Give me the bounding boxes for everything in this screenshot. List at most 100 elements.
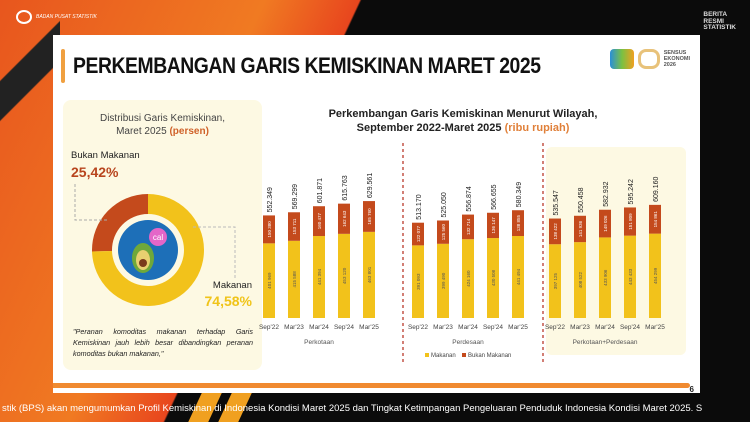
- makanan-value-label: 453 120: [342, 267, 347, 284]
- donut-slice-non-food: [92, 194, 148, 252]
- bar-makanan: [487, 238, 499, 318]
- title-unit: (persen): [169, 126, 209, 137]
- total-value-label: 552.349: [267, 187, 274, 212]
- makanan-value-label: 430 508: [491, 269, 496, 286]
- bukan-makanan-value-label: 151 809: [628, 213, 633, 230]
- slide: PERKEMBANGAN GARIS KEMISKINAN MARET 2025…: [53, 35, 700, 394]
- food-value: 74,58%: [204, 293, 252, 309]
- makanan-value-label: 441 394: [317, 268, 322, 285]
- legend-label: Makanan: [431, 353, 456, 359]
- sensus-line: EKONOMI: [663, 56, 690, 62]
- x-tick-label: Mar'24: [458, 324, 478, 331]
- total-value-label: 550.458: [578, 187, 585, 212]
- x-tick-label: Sep'24: [334, 324, 354, 331]
- bar-bukan-makanan: [412, 222, 424, 246]
- x-tick-label: Sep'22: [259, 324, 279, 331]
- bar-makanan: [624, 235, 636, 318]
- legend-label: Bukan Makanan: [468, 353, 511, 359]
- bar-bukan-makanan: [649, 204, 661, 234]
- news-ticker: stik (BPS) akan mengumumkan Profil Kemis…: [2, 403, 703, 414]
- bps-brand: BADAN PUSAT STATISTIK: [16, 10, 97, 24]
- total-value-label: 601.871: [317, 178, 324, 203]
- sensus-ekonomi-logo: SENSUS EKONOMI 2026: [609, 49, 690, 69]
- bar-bukan-makanan: [437, 220, 449, 244]
- x-tick-label: Sep'24: [620, 324, 640, 331]
- total-value-label: 525.050: [441, 192, 448, 217]
- food-label: Makanan: [212, 280, 252, 291]
- bar-bukan-makanan: [487, 212, 499, 239]
- bar-bukan-makanan: [288, 212, 300, 241]
- bukan-makanan-value-label: 154 861: [653, 211, 658, 228]
- title-line: September 2022-Maret 2025: [356, 122, 505, 134]
- makanan-value-label: 441 494: [516, 268, 521, 285]
- makanan-value-label: 433 906: [603, 269, 608, 286]
- x-tick-label: Mar'23: [433, 324, 453, 331]
- bukan-makanan-value-label: 153 711: [292, 218, 297, 234]
- total-value-label: 580.349: [516, 182, 523, 207]
- bar-bukan-makanan: [512, 210, 524, 237]
- bukan-makanan-value-label: 138 855: [516, 214, 521, 231]
- makanan-value-label: 399 490: [441, 272, 446, 289]
- x-tick-label: Sep'22: [408, 324, 428, 331]
- total-value-label: 569.299: [292, 184, 299, 209]
- x-tick-label: Sep'24: [483, 324, 503, 331]
- bar-makanan: [512, 236, 524, 318]
- x-tick-label: Mar'25: [645, 324, 665, 331]
- total-value-label: 556.874: [466, 186, 473, 211]
- title-line: Perkembangan Garis Kemiskinan Menurut Wi…: [328, 108, 598, 120]
- bukan-makanan-value-label: 138 422: [553, 223, 558, 240]
- distribution-title: Distribusi Garis Kemiskinan, Maret 2025 (…: [63, 112, 262, 138]
- bukan-makanan-value-label: 132 714: [466, 218, 471, 235]
- bar-bukan-makanan: [549, 218, 561, 245]
- bar-makanan: [549, 244, 561, 318]
- makanan-value-label: 443 433: [628, 268, 633, 285]
- x-tick-label: Mar'24: [309, 324, 329, 331]
- total-value-label: 535.547: [553, 190, 560, 215]
- total-value-label: 582.932: [603, 181, 610, 206]
- bar-bukan-makanan: [363, 201, 375, 232]
- bukan-makanan-value-label: 150 380: [267, 221, 272, 238]
- x-tick-label: Sep'22: [545, 324, 565, 331]
- non-food-label: Bukan Makanan: [71, 150, 140, 161]
- total-value-label: 609.160: [653, 176, 660, 201]
- bukan-makanan-value-label: 165 760: [367, 208, 372, 225]
- page-number: 6: [689, 385, 694, 394]
- group-label: Perkotaan+Perdesaan: [573, 339, 638, 346]
- title-line: Distribusi Garis Kemiskinan,: [99, 113, 226, 124]
- bukan-makanan-value-label: 136 147: [491, 217, 496, 234]
- x-tick-label: Mar'23: [284, 324, 304, 331]
- bar-makanan: [338, 233, 350, 318]
- leader-line: [74, 184, 108, 221]
- title-line: Maret 2025: [116, 126, 170, 137]
- bukan-makanan-value-label: 141 936: [578, 220, 583, 237]
- total-value-label: 629.561: [367, 173, 374, 198]
- calorie-text: cal: [153, 233, 163, 242]
- bar-makanan: [437, 243, 449, 318]
- makanan-value-label: 391 093: [416, 273, 421, 290]
- donut-slice-food: [92, 194, 204, 306]
- title-unit: (ribu rupiah): [504, 122, 570, 134]
- bukan-makanan-value-label: 160 477: [317, 213, 322, 230]
- makanan-value-label: 454 299: [653, 267, 658, 284]
- bps-logo-icon: [16, 10, 32, 24]
- bar-bukan-makanan: [624, 207, 636, 236]
- bar-makanan: [263, 243, 275, 318]
- x-tick-label: Mar'25: [508, 324, 528, 331]
- background-stripe: [0, 0, 60, 140]
- legend-swatch-bukan-makanan: [462, 353, 466, 357]
- bukan-makanan-value-label: 162 643: [342, 210, 347, 227]
- sensus-line: SENSUS: [663, 50, 687, 56]
- bar-bukan-makanan: [462, 214, 474, 240]
- makanan-value-label: 424 160: [466, 270, 471, 287]
- leader-line: [193, 226, 236, 280]
- bar-bukan-makanan: [599, 209, 611, 238]
- corner-line: BERITA: [703, 11, 728, 18]
- chart-title: Perkembangan Garis Kemiskinan Menurut Wi…: [293, 107, 633, 135]
- total-value-label: 513.170: [416, 194, 423, 219]
- donut-chart: cal: [74, 184, 236, 306]
- berita-resmi-statistik-logo: BERITA RESMI STATISTIK: [703, 11, 736, 32]
- se-logo-icon: [637, 49, 660, 69]
- bukan-makanan-value-label: 122 077: [416, 225, 421, 242]
- corner-line: RESMI: [703, 17, 724, 25]
- makanan-value-label: 401 969: [267, 272, 272, 289]
